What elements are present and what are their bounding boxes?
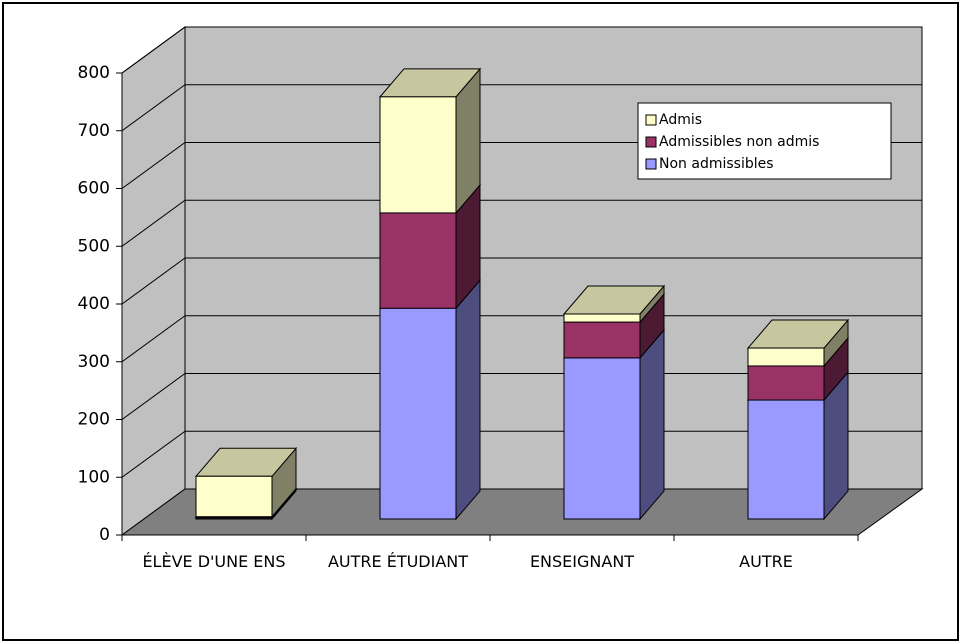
bars xyxy=(194,67,850,521)
grid-line xyxy=(121,315,922,363)
grid-line xyxy=(121,199,922,247)
axes: 0 100 200 300 400 500 600 700 800 xyxy=(78,63,859,545)
bar xyxy=(747,399,825,520)
y-tick-label: 500 xyxy=(78,236,110,256)
y-tick-label: 800 xyxy=(78,63,110,83)
legend-box xyxy=(637,102,892,180)
y-tick-label: 100 xyxy=(78,467,110,487)
bar xyxy=(563,357,641,520)
bar xyxy=(379,307,457,520)
grid-line xyxy=(121,26,922,74)
legend-label: Admis xyxy=(659,112,702,128)
grid-line xyxy=(121,373,922,420)
x-tick-label: AUTRE xyxy=(739,552,793,571)
legend-label: Admissibles non admis xyxy=(659,134,819,150)
grid-line xyxy=(121,257,922,305)
bar xyxy=(379,96,457,214)
bar xyxy=(563,313,641,323)
legend-label: Non admissibles xyxy=(659,156,774,172)
y-tick-label: 700 xyxy=(78,121,110,141)
legend-swatch xyxy=(645,136,657,148)
y-tick-label: 300 xyxy=(78,352,110,372)
legend-swatch xyxy=(645,114,657,126)
bar xyxy=(195,475,273,518)
bar xyxy=(379,212,457,309)
y-tick-label: 200 xyxy=(78,410,110,430)
x-tick-label: ENSEIGNANT xyxy=(529,552,635,571)
x-tick-label: ÉLÈVE D'UNE ENS xyxy=(142,552,286,571)
x-tick-label: AUTRE ÉTUDIANT xyxy=(327,552,469,571)
bar-side xyxy=(639,328,665,521)
y-tick-label: 400 xyxy=(78,294,110,314)
grid-line xyxy=(121,430,922,478)
y-tick-label: 0 xyxy=(99,525,110,545)
legend-swatch xyxy=(645,158,657,170)
bar xyxy=(563,321,641,359)
grid-line xyxy=(121,84,922,132)
bar xyxy=(747,365,825,401)
y-tick-label: 600 xyxy=(78,179,110,199)
grid xyxy=(121,26,922,478)
bar-side xyxy=(455,278,481,521)
bar xyxy=(747,347,825,367)
legend: Admis Admissibles non admis Non admissible… xyxy=(637,102,892,180)
